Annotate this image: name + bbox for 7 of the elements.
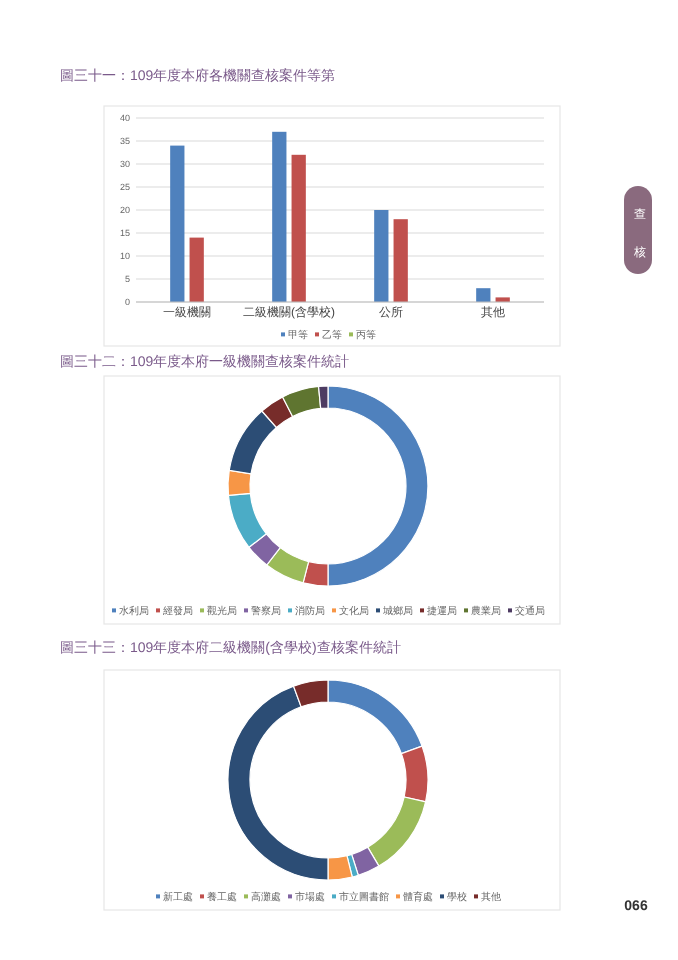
bar <box>476 288 491 302</box>
bar <box>272 131 287 302</box>
bar <box>189 237 204 302</box>
bar <box>374 210 389 302</box>
bar <box>170 145 185 302</box>
bar <box>291 154 306 302</box>
bar <box>393 219 408 302</box>
